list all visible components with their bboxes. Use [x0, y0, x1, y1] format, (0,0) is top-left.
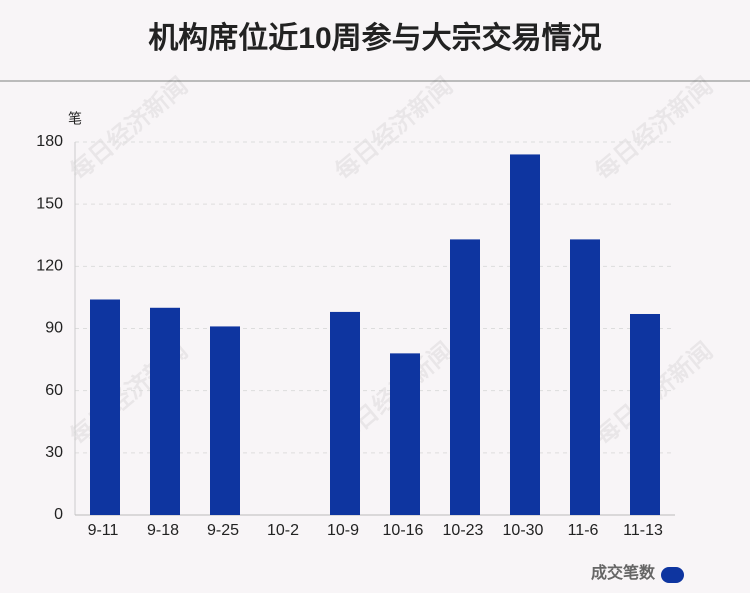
bar [90, 299, 120, 515]
bar [390, 353, 420, 515]
bar [330, 311, 360, 515]
y-axis-unit: 笔 [68, 111, 82, 127]
bar [630, 313, 660, 515]
x-tick-label: 9-18 [147, 522, 179, 539]
y-tick-label: 60 [45, 382, 63, 399]
x-tick-label: 10-9 [327, 522, 359, 539]
bar [150, 307, 180, 515]
x-tick-label: 9-25 [207, 522, 239, 539]
legend-swatch [661, 567, 684, 583]
x-tick-label: 10-16 [383, 522, 424, 539]
x-tick-label: 11-6 [568, 522, 599, 539]
legend-label: 成交笔数 [591, 563, 656, 582]
bar [570, 239, 600, 515]
y-tick-label: 180 [36, 133, 63, 150]
y-tick-label: 30 [45, 444, 63, 461]
y-tick-label: 90 [45, 320, 63, 337]
y-tick-label: 0 [54, 506, 63, 523]
x-tick-label: 9-11 [88, 522, 119, 539]
y-tick-label: 150 [36, 195, 63, 212]
bar [450, 239, 480, 515]
y-tick-label: 120 [36, 258, 63, 275]
x-tick-label: 10-2 [267, 522, 299, 539]
bar [210, 326, 240, 515]
x-tick-label: 10-30 [503, 522, 544, 539]
x-tick-label: 11-13 [623, 522, 663, 539]
chart-title: 机构席位近10周参与大宗交易情况 [148, 21, 601, 55]
bar [510, 154, 540, 515]
x-tick-label: 10-23 [443, 522, 484, 539]
